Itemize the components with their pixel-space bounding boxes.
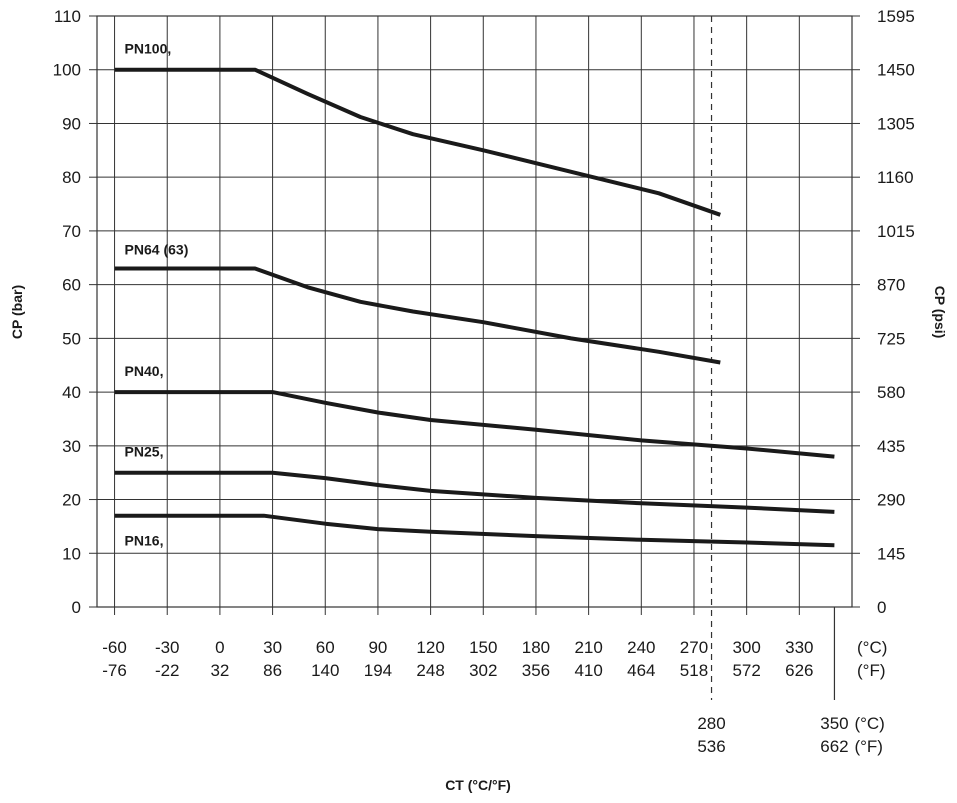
- marker-label-celsius: 280: [697, 714, 725, 733]
- x-tick-label-fahrenheit: 356: [522, 661, 550, 680]
- series-lines: PN100, PN64 (63) PN40, PN25, PN16,: [114, 41, 835, 549]
- x-tick-label-celsius: -30: [155, 638, 180, 657]
- x-tick-label-fahrenheit: 518: [680, 661, 708, 680]
- x-tick-label-fahrenheit: -22: [155, 661, 180, 680]
- y-tick-label-left: 90: [62, 114, 81, 133]
- y-tick-label-left: 100: [53, 61, 81, 80]
- y-tick-label-left: 40: [62, 383, 81, 402]
- marker-unit-celsius: (°C): [854, 714, 884, 733]
- y-tick-label-right: 870: [877, 276, 905, 295]
- x-tick-label-fahrenheit: 626: [785, 661, 813, 680]
- x-tick-label-fahrenheit: 32: [210, 661, 229, 680]
- y-tick-label-right: 435: [877, 437, 905, 456]
- y-tick-label-right: 1595: [877, 7, 915, 26]
- series-label: PN16,: [125, 533, 164, 549]
- y-tick-label-right: 580: [877, 383, 905, 402]
- series-line-pn40: [114, 390, 835, 459]
- y-tick-label-right: 0: [877, 598, 886, 617]
- y-tick-label-right: 1305: [877, 114, 915, 133]
- x-tick-label-celsius: 270: [680, 638, 708, 657]
- x-tick-label-celsius: 210: [574, 638, 602, 657]
- y-tick-label-left: 80: [62, 168, 81, 187]
- marker-label-celsius: 350: [820, 714, 848, 733]
- y-tick-label-right: 145: [877, 544, 905, 563]
- x-tick-label-fahrenheit: 302: [469, 661, 497, 680]
- x-tick-label-fahrenheit: -76: [102, 661, 127, 680]
- x-tick-label-fahrenheit: 140: [311, 661, 339, 680]
- series-label: PN64 (63): [125, 242, 189, 258]
- y-axis-title-left: CP (bar): [9, 285, 25, 339]
- marker-unit-fahrenheit: (°F): [854, 737, 883, 756]
- y-tick-label-left: 30: [62, 437, 81, 456]
- x-unit-fahrenheit: (°F): [857, 661, 886, 680]
- x-tick-label-fahrenheit: 86: [263, 661, 282, 680]
- y-tick-label-left: 20: [62, 491, 81, 510]
- marker-label-fahrenheit: 536: [697, 737, 725, 756]
- series-label: PN25,: [125, 444, 164, 460]
- y-tick-label-right: 1450: [877, 61, 915, 80]
- x-tick-label-celsius: 60: [316, 638, 335, 657]
- marker-label-fahrenheit: 662: [820, 737, 848, 756]
- x-tick-label-fahrenheit: 572: [732, 661, 760, 680]
- series-line-pn100: [114, 67, 721, 217]
- y-tick-label-right: 725: [877, 329, 905, 348]
- x-tick-label-celsius: -60: [102, 638, 127, 657]
- x-tick-label-celsius: 300: [732, 638, 760, 657]
- plot-border: [96, 15, 853, 608]
- plot-frame: [89, 15, 860, 615]
- x-axis-title: CT (°C/°F): [445, 777, 511, 793]
- x-tick-label-fahrenheit: 410: [574, 661, 602, 680]
- x-tick-label-celsius: 30: [263, 638, 282, 657]
- series-label: PN40,: [125, 363, 164, 379]
- x-unit-celsius: (°C): [857, 638, 887, 657]
- y-tick-label-right: 1015: [877, 222, 915, 241]
- series-line-pn16: [114, 513, 835, 548]
- y-tick-label-left: 50: [62, 329, 81, 348]
- y-tick-label-left: 70: [62, 222, 81, 241]
- y-axis-title-right: CP (psi): [932, 286, 948, 339]
- x-tick-label-celsius: 0: [215, 638, 224, 657]
- y-tick-label-left: 0: [72, 598, 81, 617]
- y-tick-label-right: 290: [877, 491, 905, 510]
- x-tick-label-celsius: 330: [785, 638, 813, 657]
- x-tick-label-fahrenheit: 248: [416, 661, 444, 680]
- series-label: PN100,: [125, 41, 172, 57]
- grid: [97, 15, 852, 608]
- x-tick-label-celsius: 180: [522, 638, 550, 657]
- y-tick-label-right: 1160: [877, 168, 914, 187]
- x-tick-label-celsius: 150: [469, 638, 497, 657]
- y-tick-label-left: 110: [54, 7, 81, 26]
- x-tick-label-fahrenheit: 464: [627, 661, 655, 680]
- series-line-pn6463: [114, 266, 721, 365]
- x-tick-label-celsius: 240: [627, 638, 655, 657]
- tick-labels: 0 0 10 145 20 290 30 435 40 580 50 725 60 870 70 1015 80…: [53, 7, 915, 756]
- y-tick-label-left: 10: [62, 544, 81, 563]
- series-line-pn25: [114, 470, 835, 514]
- x-tick-label-fahrenheit: 194: [364, 661, 392, 680]
- y-tick-label-left: 60: [62, 276, 81, 295]
- x-tick-label-celsius: 120: [416, 638, 444, 657]
- x-tick-label-celsius: 90: [368, 638, 387, 657]
- temperature-markers: [710, 16, 836, 700]
